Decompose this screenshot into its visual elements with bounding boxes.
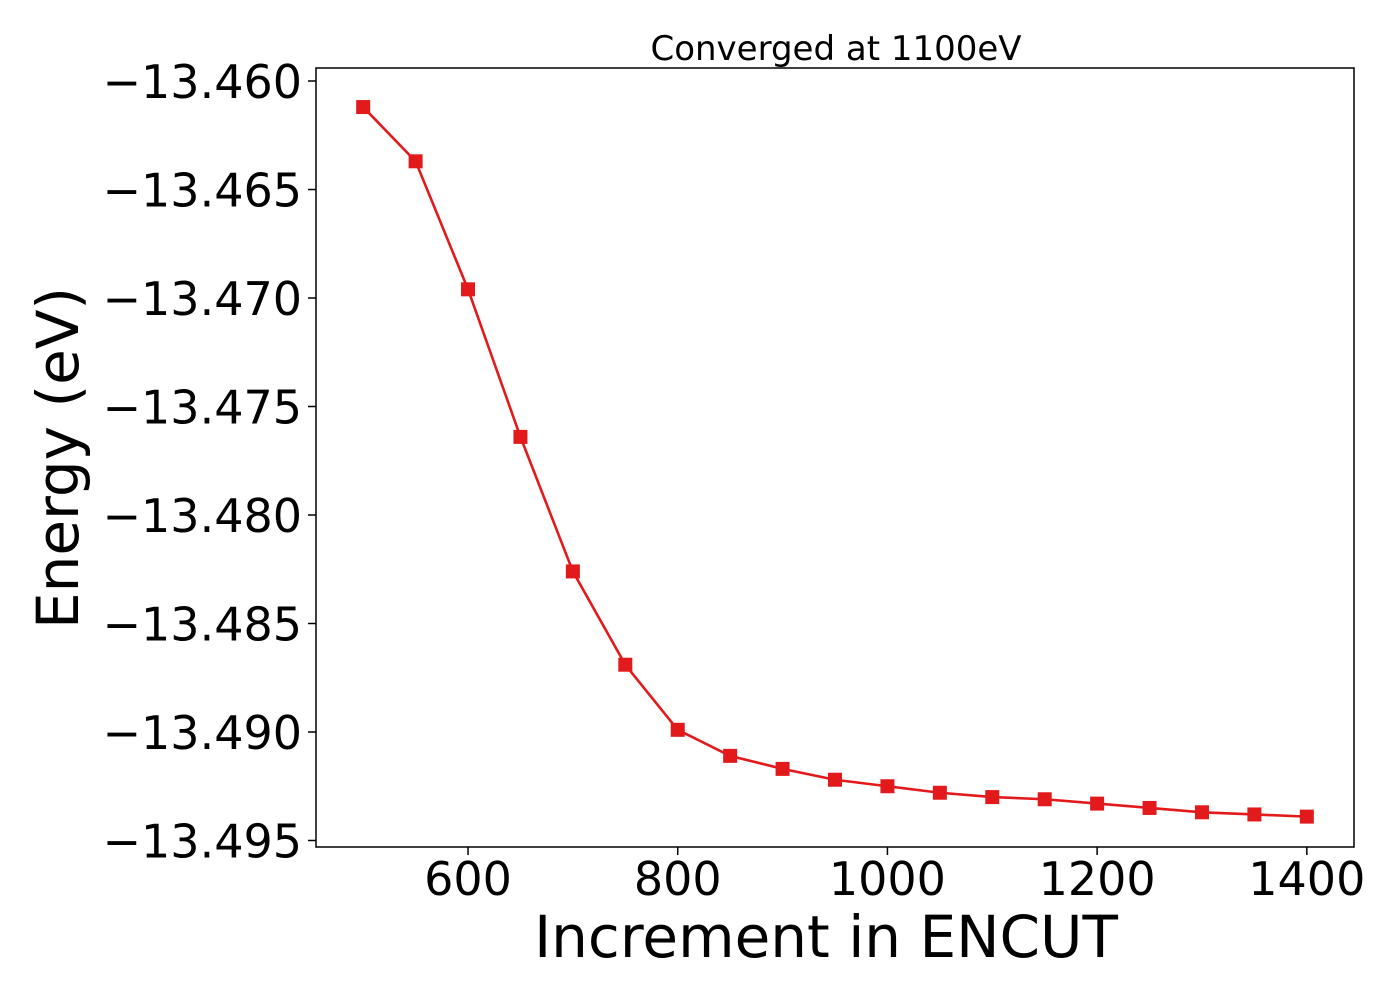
data-point <box>670 722 685 737</box>
y-tick-label: −13.465 <box>103 164 303 218</box>
x-tick-label: 1200 <box>1039 852 1156 906</box>
data-point <box>1247 807 1262 822</box>
data-point <box>461 282 476 297</box>
data-point <box>565 564 580 579</box>
data-point <box>1142 800 1157 815</box>
data-point <box>932 785 947 800</box>
y-tick-label: −13.460 <box>103 55 303 109</box>
plot-area <box>356 100 1314 824</box>
plot-frame <box>315 67 1355 848</box>
y-tick-label: −13.495 <box>103 814 303 868</box>
data-point <box>1194 805 1209 820</box>
data-point <box>775 761 790 776</box>
y-tick-label: −13.475 <box>103 381 303 435</box>
x-axis: 600 800 1000 1200 1400 <box>424 847 1365 906</box>
data-point <box>723 748 738 763</box>
x-tick-label: 1400 <box>1248 852 1365 906</box>
x-axis-label: Increment in ENCUT <box>534 903 1118 971</box>
x-tick-label: 600 <box>424 852 512 906</box>
y-axis-label: Energy (eV) <box>24 287 92 629</box>
data-point <box>408 154 423 169</box>
data-point <box>1090 796 1105 811</box>
data-point <box>880 779 895 794</box>
chart-title: Converged at 1100eV <box>650 29 1021 69</box>
data-point <box>1299 809 1314 824</box>
series-line <box>362 106 1307 818</box>
y-tick-label: −13.480 <box>103 489 303 543</box>
data-point <box>1037 792 1052 807</box>
x-tick-label: 1000 <box>829 852 946 906</box>
y-tick-label: −13.485 <box>103 597 303 651</box>
x-tick-label: 800 <box>634 852 722 906</box>
y-axis: −13.460 −13.465 −13.470 −13.475 −13.480 −13.4… <box>103 55 316 868</box>
data-point <box>985 790 1000 805</box>
data-point <box>828 772 842 787</box>
y-tick-label: −13.470 <box>103 272 303 326</box>
data-point <box>356 100 371 115</box>
y-tick-label: −13.490 <box>103 706 303 760</box>
data-point <box>618 657 633 672</box>
data-point <box>513 429 528 444</box>
